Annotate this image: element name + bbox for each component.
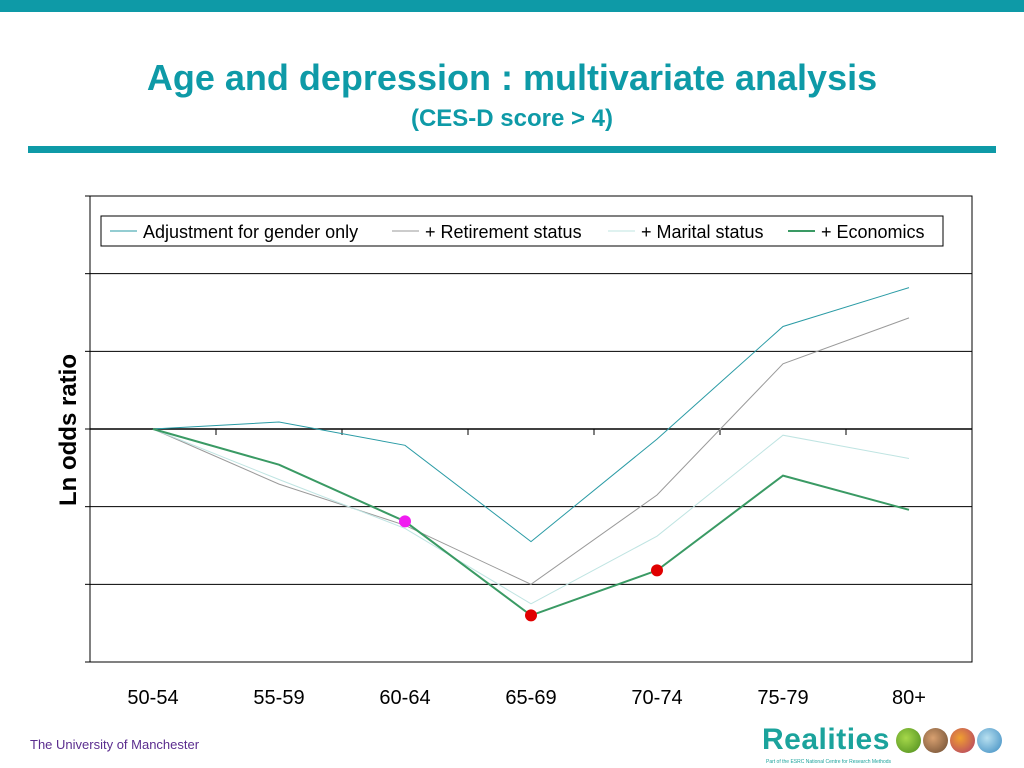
people-photo-icon: [922, 727, 948, 753]
legend-label-2: + Retirement status: [425, 222, 582, 242]
legend-label-4: + Economics: [821, 222, 925, 242]
x-tick-label: 50-54: [127, 687, 178, 709]
university-name: The University of Manchester: [30, 737, 200, 752]
x-tick-label: 70-74: [631, 687, 682, 709]
glass-photo-icon: [976, 727, 1002, 753]
x-tick-label: 80+: [892, 687, 926, 709]
highlight-point: [651, 564, 663, 577]
x-tick-label: 65-69: [505, 687, 556, 709]
legend-label-3: + Marital status: [641, 222, 764, 242]
x-tick-label: 55-59: [253, 687, 304, 709]
highlight-point: [525, 609, 537, 622]
grass-photo-icon: [895, 727, 921, 753]
series-line-1: [152, 287, 910, 543]
title-divider: [28, 146, 996, 153]
sweets-photo-icon: [949, 727, 975, 753]
realities-logo: Realities Part of the ESRC National Cent…: [762, 722, 1002, 765]
legend-box: [100, 215, 944, 247]
page-title: Age and depression : multivariate analys…: [146, 57, 878, 98]
x-tick-label: 75-79: [757, 687, 808, 709]
logo-images: [894, 727, 1002, 753]
x-tick-label: 60-64: [379, 687, 430, 709]
series-line-4: [152, 428, 910, 617]
legend-label-1: Adjustment for gender only: [143, 222, 358, 242]
series-line-3: [152, 428, 910, 605]
logo-tagline: Part of the ESRC National Centre for Res…: [766, 759, 892, 765]
y-axis-label: Ln odds ratio: [55, 354, 82, 506]
highlight-point: [399, 515, 411, 528]
chart-legend: Adjustment for gender only + Retirement s…: [100, 215, 944, 247]
page-subtitle: (CES-D score > 4): [410, 105, 614, 132]
series-line-2: [152, 317, 910, 585]
logo-wordmark: Realities: [762, 723, 890, 756]
top-accent-bar: [0, 0, 1024, 12]
